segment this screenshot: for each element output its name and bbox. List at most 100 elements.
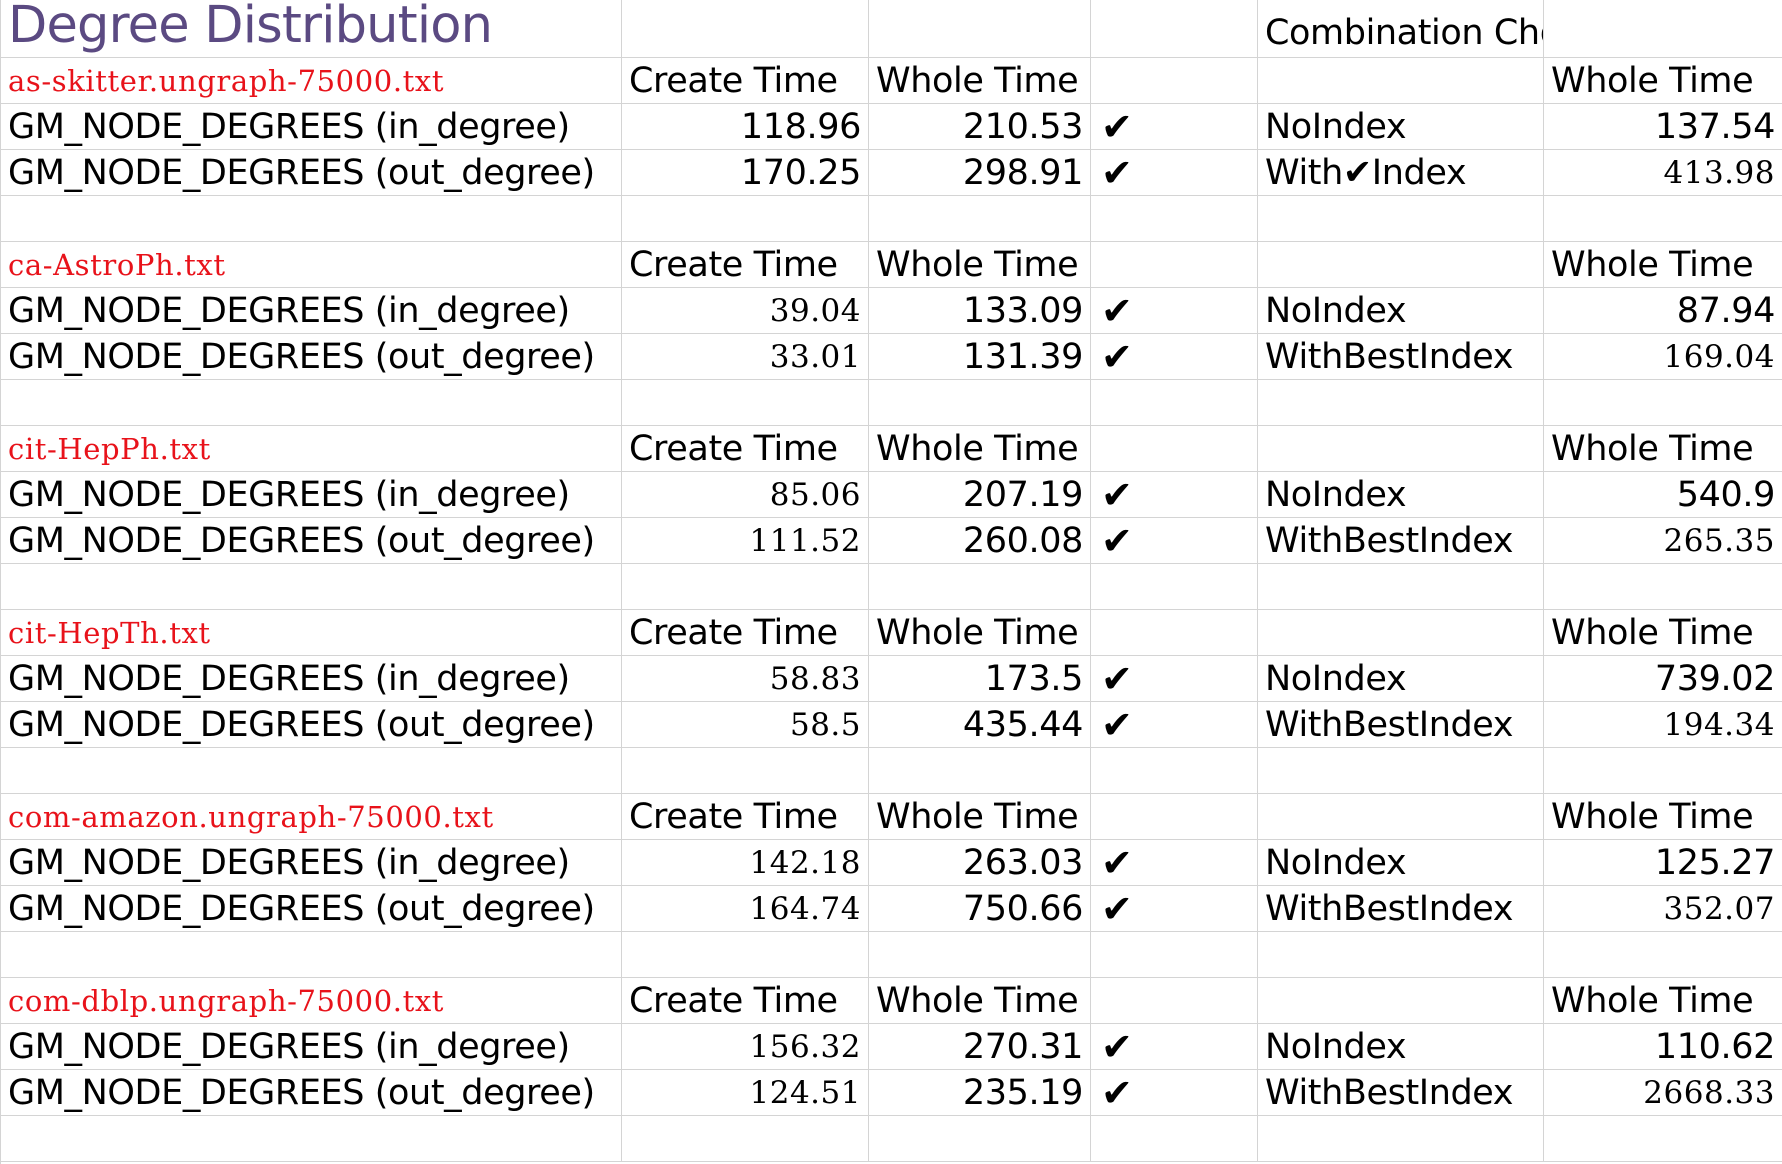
check-mark[interactable]: ✔ bbox=[1091, 288, 1258, 334]
create-time-header[interactable]: Create Time bbox=[622, 58, 869, 104]
empty-cell[interactable] bbox=[622, 748, 869, 794]
metric-label[interactable]: GM_NODE_DEGREES (out_degree) bbox=[1, 334, 622, 380]
empty-cell[interactable] bbox=[1091, 748, 1258, 794]
empty-cell[interactable] bbox=[1544, 0, 1782, 58]
whole-time-value[interactable]: 435.44 bbox=[869, 702, 1091, 748]
empty-cell[interactable] bbox=[1, 748, 622, 794]
create-time-value[interactable]: 58.5 bbox=[622, 702, 869, 748]
index-choice[interactable]: WithBestIndex bbox=[1258, 334, 1544, 380]
create-time-header[interactable]: Create Time bbox=[622, 426, 869, 472]
choice-whole-time-value[interactable]: 2668.33 bbox=[1544, 1070, 1782, 1116]
create-time-header[interactable]: Create Time bbox=[622, 242, 869, 288]
check-mark[interactable]: ✔ bbox=[1091, 702, 1258, 748]
index-choice[interactable]: WithBestIndex bbox=[1258, 702, 1544, 748]
combination-whole-time-header[interactable]: Whole Time bbox=[1544, 794, 1782, 840]
empty-cell[interactable] bbox=[869, 1116, 1091, 1162]
whole-time-header[interactable]: Whole Time bbox=[869, 978, 1091, 1024]
empty-cell[interactable] bbox=[1258, 196, 1544, 242]
whole-time-value[interactable]: 235.19 bbox=[869, 1070, 1091, 1116]
dataset-file-name[interactable]: as-skitter.ungraph-75000.txt bbox=[1, 58, 622, 104]
empty-cell[interactable] bbox=[1091, 242, 1258, 288]
create-time-value[interactable]: 124.51 bbox=[622, 1070, 869, 1116]
index-choice[interactable]: NoIndex bbox=[1258, 472, 1544, 518]
choice-whole-time-value[interactable]: 194.34 bbox=[1544, 702, 1782, 748]
empty-cell[interactable] bbox=[1091, 610, 1258, 656]
whole-time-value[interactable]: 298.91 bbox=[869, 150, 1091, 196]
empty-cell[interactable] bbox=[869, 932, 1091, 978]
metric-label[interactable]: GM_NODE_DEGREES (in_degree) bbox=[1, 1024, 622, 1070]
empty-cell[interactable] bbox=[1091, 978, 1258, 1024]
choice-whole-time-value[interactable]: 125.27 bbox=[1544, 840, 1782, 886]
choice-whole-time-value[interactable]: 87.94 bbox=[1544, 288, 1782, 334]
index-choice[interactable]: NoIndex bbox=[1258, 1024, 1544, 1070]
empty-cell[interactable] bbox=[622, 564, 869, 610]
create-time-value[interactable]: 33.01 bbox=[622, 334, 869, 380]
create-time-value[interactable]: 111.52 bbox=[622, 518, 869, 564]
index-choice[interactable]: With✔Index bbox=[1258, 150, 1544, 196]
create-time-value[interactable]: 85.06 bbox=[622, 472, 869, 518]
empty-cell[interactable] bbox=[1544, 748, 1782, 794]
empty-cell[interactable] bbox=[1091, 564, 1258, 610]
check-mark[interactable]: ✔ bbox=[1091, 886, 1258, 932]
whole-time-value[interactable]: 270.31 bbox=[869, 1024, 1091, 1070]
check-mark[interactable]: ✔ bbox=[1091, 150, 1258, 196]
metric-label[interactable]: GM_NODE_DEGREES (out_degree) bbox=[1, 886, 622, 932]
create-time-value[interactable]: 164.74 bbox=[622, 886, 869, 932]
whole-time-value[interactable]: 263.03 bbox=[869, 840, 1091, 886]
choice-whole-time-value[interactable]: 540.9 bbox=[1544, 472, 1782, 518]
dataset-file-name[interactable]: ca-AstroPh.txt bbox=[1, 242, 622, 288]
metric-label[interactable]: GM_NODE_DEGREES (out_degree) bbox=[1, 1070, 622, 1116]
empty-cell[interactable] bbox=[1258, 1116, 1544, 1162]
empty-cell[interactable] bbox=[622, 932, 869, 978]
empty-cell[interactable] bbox=[1544, 380, 1782, 426]
whole-time-value[interactable]: 131.39 bbox=[869, 334, 1091, 380]
create-time-header[interactable]: Create Time bbox=[622, 794, 869, 840]
choice-whole-time-value[interactable]: 352.07 bbox=[1544, 886, 1782, 932]
empty-cell[interactable] bbox=[1091, 0, 1258, 58]
empty-cell[interactable] bbox=[1, 1116, 622, 1162]
empty-cell[interactable] bbox=[1, 932, 622, 978]
metric-label[interactable]: GM_NODE_DEGREES (out_degree) bbox=[1, 702, 622, 748]
empty-cell[interactable] bbox=[1258, 978, 1544, 1024]
dataset-file-name[interactable]: com-amazon.ungraph-75000.txt bbox=[1, 794, 622, 840]
index-choice[interactable]: NoIndex bbox=[1258, 840, 1544, 886]
metric-label[interactable]: GM_NODE_DEGREES (in_degree) bbox=[1, 656, 622, 702]
empty-cell[interactable] bbox=[1258, 380, 1544, 426]
choice-whole-time-value[interactable]: 110.62 bbox=[1544, 1024, 1782, 1070]
empty-cell[interactable] bbox=[622, 380, 869, 426]
empty-cell[interactable] bbox=[1091, 932, 1258, 978]
whole-time-header[interactable]: Whole Time bbox=[869, 610, 1091, 656]
index-choice[interactable]: NoIndex bbox=[1258, 656, 1544, 702]
empty-cell[interactable] bbox=[622, 1116, 869, 1162]
choice-whole-time-value[interactable]: 169.04 bbox=[1544, 334, 1782, 380]
check-mark[interactable]: ✔ bbox=[1091, 104, 1258, 150]
empty-cell[interactable] bbox=[1091, 426, 1258, 472]
empty-cell[interactable] bbox=[1544, 196, 1782, 242]
whole-time-header[interactable]: Whole Time bbox=[869, 426, 1091, 472]
metric-label[interactable]: GM_NODE_DEGREES (in_degree) bbox=[1, 288, 622, 334]
metric-label[interactable]: GM_NODE_DEGREES (in_degree) bbox=[1, 840, 622, 886]
combination-whole-time-header[interactable]: Whole Time bbox=[1544, 58, 1782, 104]
choice-whole-time-value[interactable]: 739.02 bbox=[1544, 656, 1782, 702]
empty-cell[interactable] bbox=[622, 0, 869, 58]
metric-label[interactable]: GM_NODE_DEGREES (in_degree) bbox=[1, 472, 622, 518]
check-mark[interactable]: ✔ bbox=[1091, 334, 1258, 380]
empty-cell[interactable] bbox=[1, 196, 622, 242]
check-mark[interactable]: ✔ bbox=[1091, 656, 1258, 702]
empty-cell[interactable] bbox=[1544, 564, 1782, 610]
combination-choice-header[interactable]: Combination Choice bbox=[1258, 0, 1544, 58]
empty-cell[interactable] bbox=[622, 196, 869, 242]
metric-label[interactable]: GM_NODE_DEGREES (out_degree) bbox=[1, 150, 622, 196]
empty-cell[interactable] bbox=[1091, 196, 1258, 242]
combination-whole-time-header[interactable]: Whole Time bbox=[1544, 978, 1782, 1024]
index-choice[interactable]: WithBestIndex bbox=[1258, 1070, 1544, 1116]
index-choice[interactable]: NoIndex bbox=[1258, 288, 1544, 334]
empty-cell[interactable] bbox=[1, 380, 622, 426]
check-mark[interactable]: ✔ bbox=[1091, 1070, 1258, 1116]
empty-cell[interactable] bbox=[1091, 380, 1258, 426]
empty-cell[interactable] bbox=[869, 196, 1091, 242]
empty-cell[interactable] bbox=[1258, 242, 1544, 288]
empty-cell[interactable] bbox=[1258, 932, 1544, 978]
dataset-file-name[interactable]: cit-HepPh.txt bbox=[1, 426, 622, 472]
whole-time-value[interactable]: 207.19 bbox=[869, 472, 1091, 518]
